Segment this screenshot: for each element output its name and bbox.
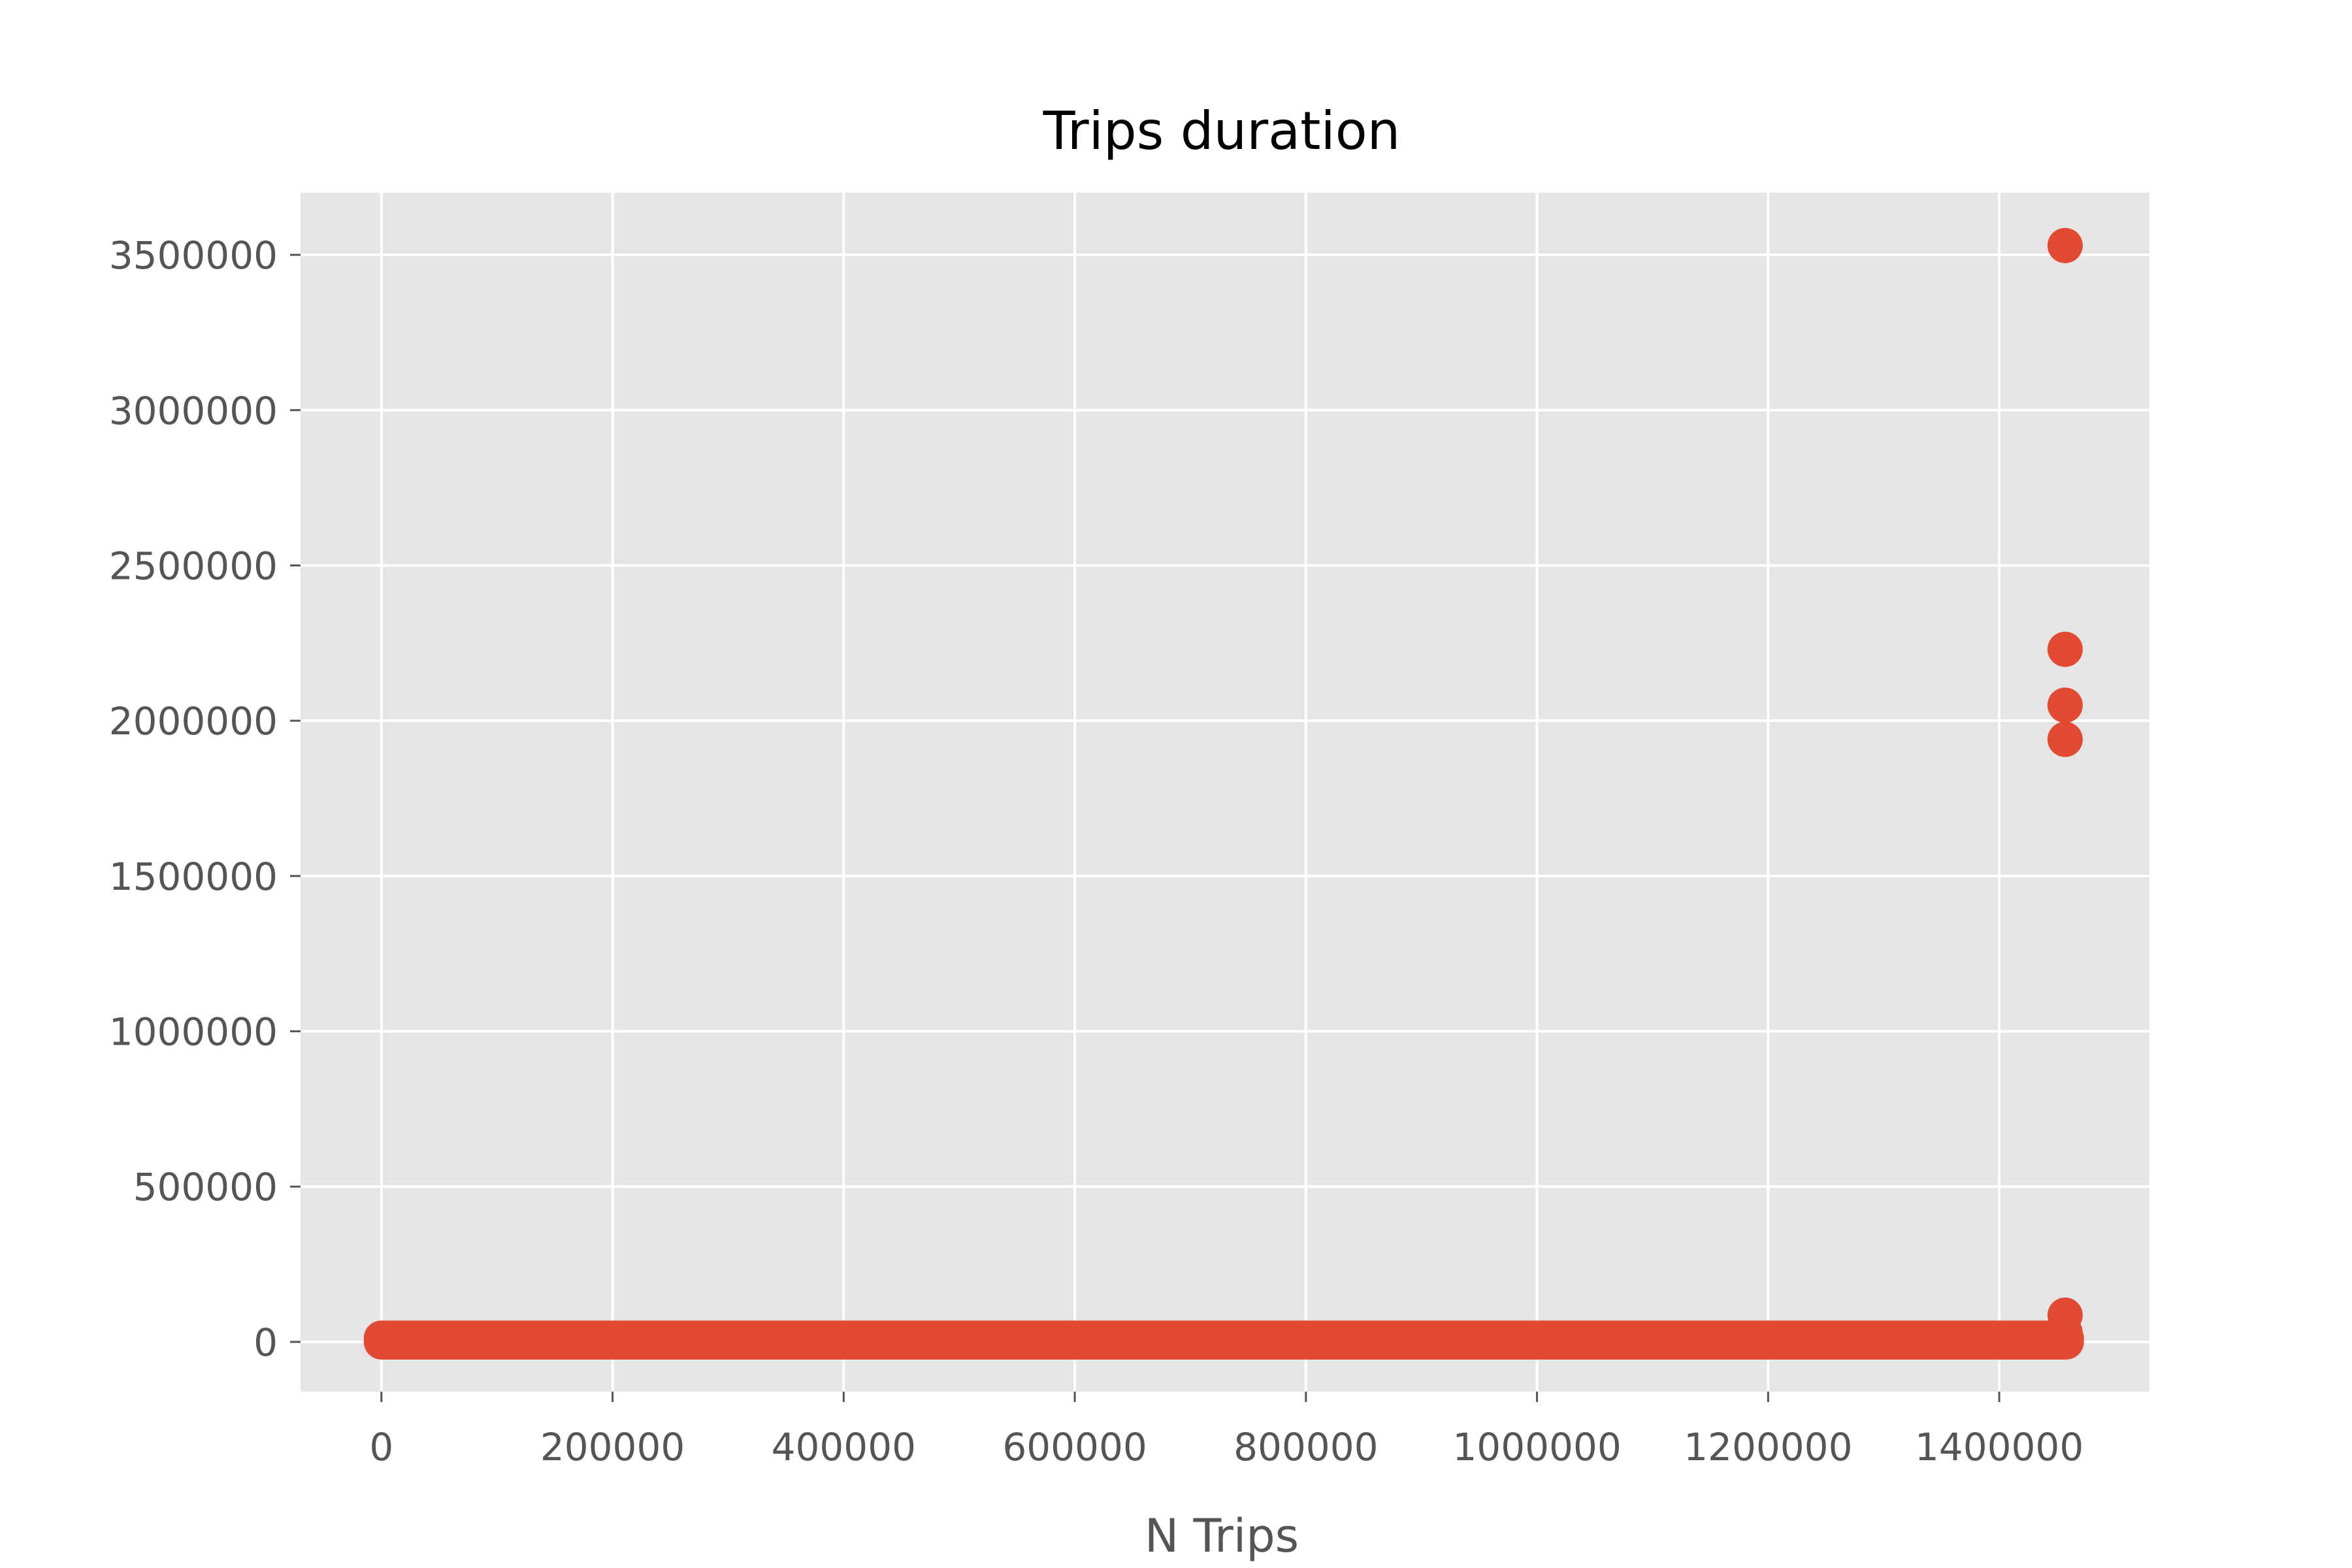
chart-title: Trips duration: [1043, 101, 1401, 161]
data-point: [2047, 687, 2083, 723]
x-tick-label: 1400000: [1915, 1425, 2083, 1469]
y-tick-label: 0: [253, 1320, 278, 1365]
y-tick-label: 1500000: [109, 855, 278, 899]
x-tick-label: 600000: [1002, 1425, 1147, 1469]
plot-area: [301, 193, 2149, 1392]
x-axis-label: N Trips: [1145, 1509, 1299, 1563]
data-point: [2047, 227, 2083, 263]
x-tick-label: 800000: [1233, 1425, 1378, 1469]
y-tick-label: 1000000: [109, 1010, 278, 1054]
x-tick-label: 200000: [540, 1425, 685, 1469]
data-point: [2047, 1315, 2083, 1350]
x-tick-label: 400000: [772, 1425, 916, 1469]
x-tick-label: 0: [369, 1425, 393, 1469]
data-marks: [363, 227, 2084, 1360]
axis-ticks: 0 200000 400000 600000 800000 1000000 1200000 1…: [109, 233, 2084, 1469]
data-point: [2047, 721, 2083, 757]
x-tick-label: 1000000: [1452, 1425, 1621, 1469]
y-tick-label: 3500000: [109, 233, 278, 278]
y-tick-label: 2000000: [109, 699, 278, 743]
x-tick-label: 1200000: [1684, 1425, 1852, 1469]
y-tick-label: 2500000: [109, 544, 278, 588]
y-tick-label: 500000: [133, 1165, 278, 1209]
y-tick-label: 3000000: [109, 389, 278, 433]
data-point-band: [363, 1320, 2084, 1360]
data-point: [2047, 631, 2083, 667]
